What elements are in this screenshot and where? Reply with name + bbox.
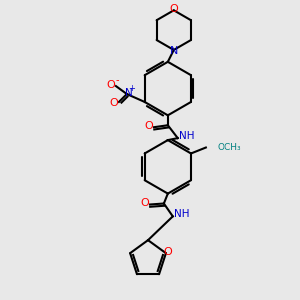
Text: -: - <box>115 75 119 85</box>
Text: O: O <box>106 80 116 90</box>
Text: OCH₃: OCH₃ <box>218 143 242 152</box>
Text: O: O <box>164 247 172 257</box>
Text: N: N <box>125 88 133 98</box>
Text: O: O <box>141 199 149 208</box>
Text: O: O <box>110 98 118 108</box>
Text: NH: NH <box>174 209 190 219</box>
Text: O: O <box>169 4 178 14</box>
Text: O: O <box>145 121 153 131</box>
Text: N: N <box>169 46 178 56</box>
Text: +: + <box>128 84 135 93</box>
Text: NH: NH <box>179 131 194 141</box>
